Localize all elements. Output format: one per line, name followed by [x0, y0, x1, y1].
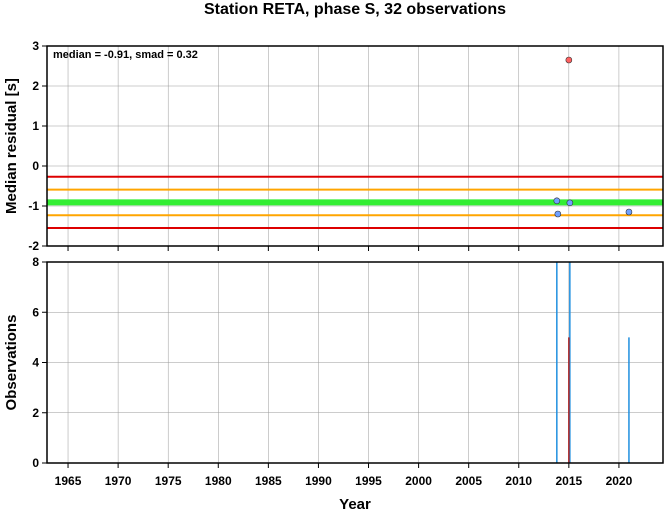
point: [625, 208, 633, 216]
annotation: median = -0.91, smad = 0.32: [53, 49, 198, 61]
y-tick-label: 1: [32, 119, 39, 133]
y-tick-label: 2: [32, 79, 39, 93]
point: [565, 56, 573, 64]
y-axis-label: Observations: [3, 315, 20, 411]
y-tick-label: 0: [32, 159, 39, 173]
y-tick-label: 8: [32, 255, 39, 269]
x-tick-label: 1995: [355, 474, 382, 488]
y-tick-label: 6: [32, 305, 39, 319]
y-tick-label: 0: [32, 456, 39, 470]
y-tick-label: 2: [32, 406, 39, 420]
x-tick-label: 1965: [55, 474, 82, 488]
plot-frame: [46, 261, 664, 464]
x-tick-label: 1990: [305, 474, 332, 488]
chart-title: Station RETA, phase S, 32 observations: [204, 1, 506, 18]
x-tick-label: 1980: [205, 474, 232, 488]
x-tick-label: 1970: [105, 474, 132, 488]
x-tick-label: 2005: [455, 474, 482, 488]
x-tick-label: 2020: [606, 474, 633, 488]
x-tick-label: 2010: [505, 474, 532, 488]
point: [566, 199, 574, 207]
point: [554, 210, 562, 218]
x-tick-label: 2015: [555, 474, 582, 488]
x-axis-label: Year: [339, 496, 371, 511]
y-tick-label: -2: [28, 239, 39, 253]
y-tick-label: 3: [32, 39, 39, 53]
x-tick-label: 1975: [155, 474, 182, 488]
point: [553, 197, 561, 205]
x-tick-label: 2000: [405, 474, 432, 488]
x-tick-label: 1985: [255, 474, 282, 488]
y-tick-label: -1: [28, 199, 39, 213]
plot-frame: [46, 45, 664, 247]
y-axis-label: Median residual [s]: [3, 78, 20, 214]
y-tick-label: 4: [32, 356, 39, 370]
